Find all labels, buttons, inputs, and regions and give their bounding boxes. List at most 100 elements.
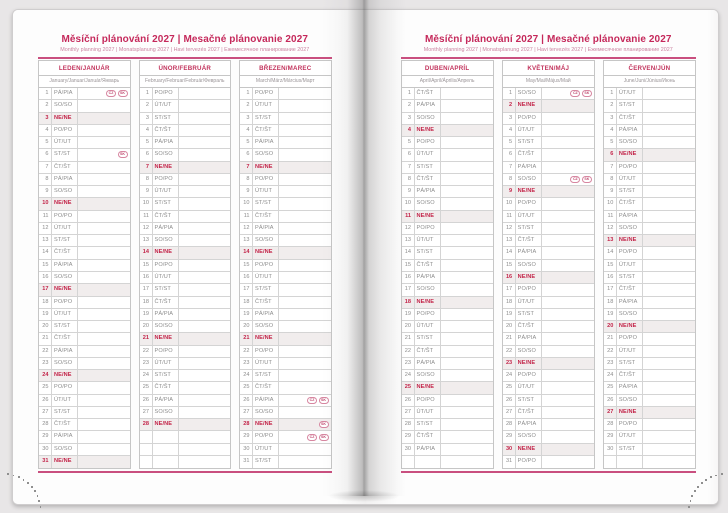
holiday-badge-sk: SK	[581, 90, 592, 98]
day-label: NE/NE	[516, 443, 542, 455]
day-row: 6 NE/NE	[603, 149, 696, 162]
day-row: 25 ČT/ŠT	[240, 382, 331, 395]
day-number: 24	[604, 370, 617, 382]
day-number: 22	[503, 345, 516, 357]
day-number: 19	[604, 308, 617, 321]
month-title: ČERVEN/JÚN	[603, 61, 696, 76]
day-label: NE/NE	[52, 455, 78, 469]
day-row: 26 PO/PO	[401, 394, 493, 407]
day-writing-cell	[643, 149, 695, 160]
day-row: 14 ČT/ŠT	[39, 247, 130, 260]
day-row: 13 SO/SO	[240, 235, 331, 248]
page-title: Měsíční plánování 2027 | Mesačné plánova…	[424, 34, 672, 45]
month-column: KVĚTEN/MÁJ May/Mai/Május/Май 1 SO/SO CZ SK 2 NE…	[501, 60, 595, 470]
holiday-badge-sk: SK	[117, 90, 128, 98]
holiday-badge-sk: SK	[318, 396, 329, 404]
corner-dot	[710, 476, 713, 479]
day-number: 14	[39, 247, 52, 259]
day-row: 10 ST/ST	[139, 198, 230, 211]
day-writing-cell	[179, 247, 231, 258]
day-writing-cell	[78, 444, 130, 455]
day-number: 16	[240, 271, 253, 284]
day-writing-cell	[643, 260, 695, 271]
day-number: 16	[402, 271, 415, 284]
day-row: 25 NE/NE	[401, 382, 493, 395]
day-label: SO/SO	[415, 112, 441, 124]
day-row: 27 NE/NE	[603, 406, 696, 420]
day-writing-cell	[78, 358, 130, 369]
day-writing-cell	[78, 113, 130, 124]
day-label: PÁ/PIA	[516, 247, 542, 259]
day-writing-cell	[643, 370, 695, 381]
day-row: 14 NE/NE	[139, 247, 231, 260]
day-writing-cell	[643, 297, 695, 308]
day-number: 19	[39, 308, 52, 321]
day-number: 2	[604, 100, 617, 112]
day-row: 3 SO/SO	[401, 112, 493, 125]
day-number: 2	[140, 100, 153, 112]
day-number: 4	[604, 124, 617, 137]
day-number: 27	[140, 406, 153, 419]
day-number: 20	[240, 321, 253, 333]
day-number: 26	[140, 394, 153, 406]
day-writing-cell	[279, 247, 331, 258]
day-writing-cell	[441, 149, 493, 160]
day-writing-cell	[643, 88, 695, 99]
day-row: 17 NE/NE	[39, 284, 130, 297]
day-label: ČT/ŠT	[253, 210, 279, 222]
day-writing-cell	[179, 88, 231, 99]
day-label: PO/PO	[516, 370, 542, 382]
day-label: ÚT/UT	[617, 345, 643, 357]
day-label: PÁ/PIA	[153, 222, 179, 235]
day-writing-cell	[179, 174, 231, 185]
day-writing-cell	[542, 149, 594, 160]
day-writing-cell	[542, 456, 594, 468]
day-writing-cell	[643, 321, 695, 332]
day-row: 15 PO/PO	[240, 259, 331, 272]
day-row: 28 PÁ/PIA	[502, 419, 594, 432]
day-number: 30	[402, 443, 415, 455]
day-number: 7	[140, 161, 153, 173]
day-row: 16 ST/ST	[603, 271, 696, 285]
corner-dot	[36, 495, 39, 498]
corner-dot	[705, 479, 708, 481]
day-number: 12	[39, 222, 52, 235]
day-writing-cell	[78, 186, 130, 197]
day-label: NE/NE	[153, 419, 179, 431]
day-row: 10 ČT/ŠT	[603, 198, 696, 211]
day-row: 12 PÁ/PIA	[139, 222, 230, 236]
day-number: 23	[604, 357, 617, 370]
day-row: 23 ÚT/UT	[139, 357, 230, 371]
day-writing-cell	[441, 333, 493, 344]
day-writing-cell	[441, 358, 493, 369]
corner-dot	[33, 490, 36, 493]
day-number: 21	[604, 333, 617, 345]
day-writing-cell	[279, 284, 331, 295]
day-writing-cell	[542, 321, 594, 332]
day-label: SO/SO	[153, 321, 179, 333]
day-row: 16 ÚT/UT	[139, 271, 230, 285]
day-label: PO/PO	[253, 88, 279, 100]
day-label: SO/SO	[153, 406, 179, 419]
day-label: PÁ/PIA	[52, 345, 78, 357]
day-number: 6	[240, 149, 253, 161]
day-row: 29 ÚT/UT	[603, 431, 696, 444]
day-row: 23 ST/ST	[603, 357, 696, 371]
day-writing-cell	[542, 198, 594, 209]
day-row: 7 PÁ/PIA	[502, 161, 594, 174]
day-writing-cell	[279, 186, 331, 197]
day-label: ST/ST	[253, 284, 279, 296]
day-label: ÚT/UT	[253, 100, 279, 112]
day-number: 9	[240, 186, 253, 198]
day-row: 21 NE/NE	[240, 333, 331, 346]
day-writing-cell	[179, 137, 231, 148]
day-row: 9 SO/SO	[39, 186, 130, 199]
day-label: ÚT/UT	[52, 394, 78, 406]
day-row: 23 PÁ/PIA	[401, 357, 493, 371]
corner-dot	[7, 473, 10, 476]
day-label: ÚT/UT	[153, 357, 179, 370]
day-label: ST/ST	[415, 161, 441, 173]
day-row: 19 ÚT/UT	[39, 308, 130, 322]
day-writing-cell	[179, 284, 231, 295]
day-label: SO/SO	[617, 394, 643, 406]
